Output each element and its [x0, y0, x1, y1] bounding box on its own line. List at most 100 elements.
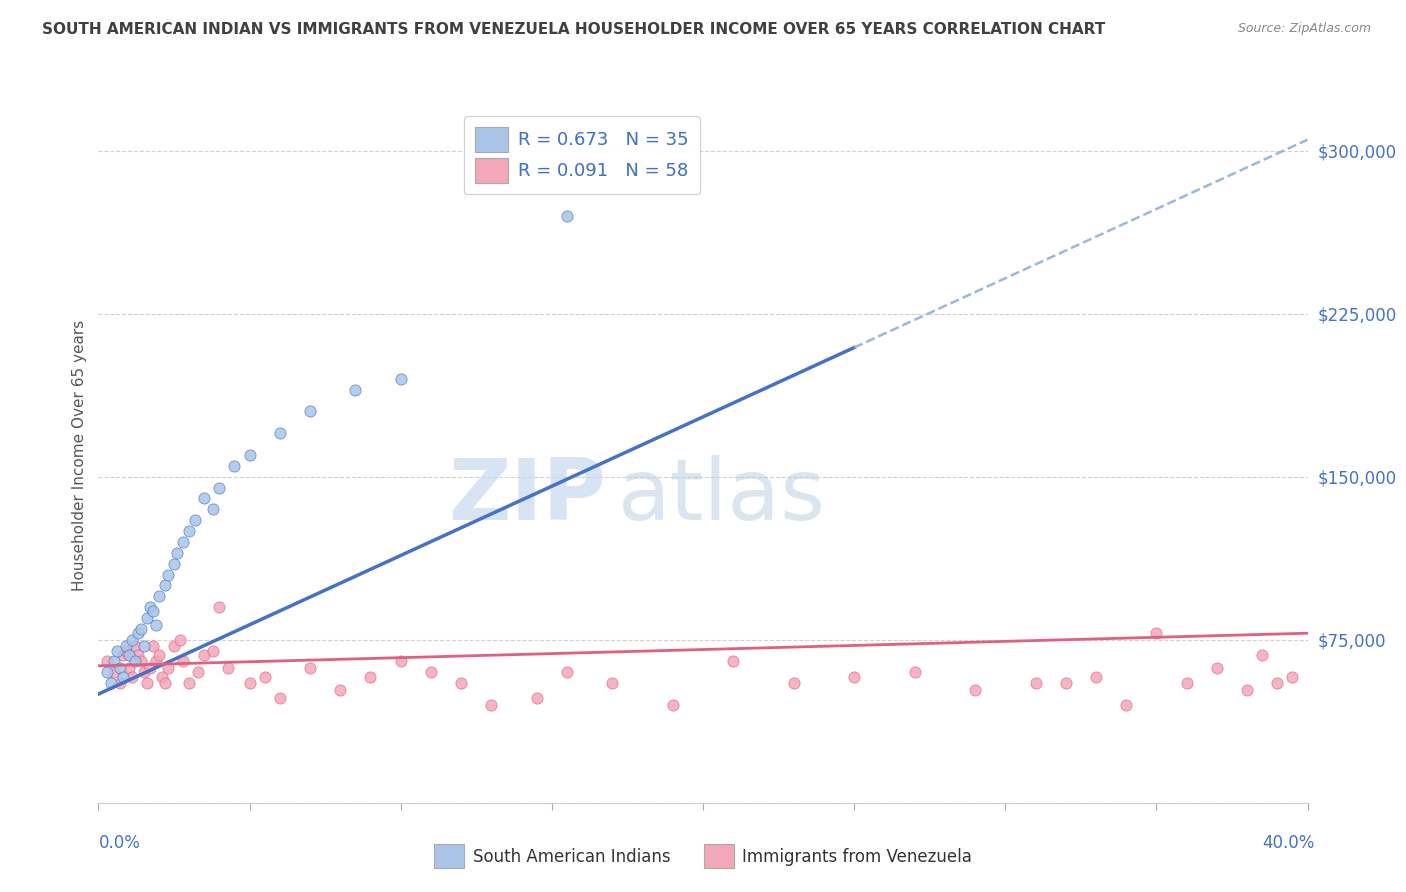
- Point: [177, 524, 201, 538]
- Point: [965, 682, 987, 697]
- Point: [1085, 670, 1108, 684]
- Point: [721, 655, 744, 669]
- Point: [127, 648, 149, 662]
- Point: [555, 665, 578, 680]
- Point: [139, 661, 162, 675]
- Point: [224, 458, 246, 473]
- Point: [121, 632, 143, 647]
- Point: [114, 643, 136, 657]
- Point: [108, 661, 131, 675]
- Point: [1054, 676, 1077, 690]
- Point: [103, 655, 125, 669]
- Point: [156, 661, 179, 675]
- Point: [555, 209, 578, 223]
- Text: 0.0%: 0.0%: [98, 834, 141, 852]
- Point: [389, 655, 412, 669]
- Point: [450, 676, 472, 690]
- Point: [127, 626, 149, 640]
- Text: SOUTH AMERICAN INDIAN VS IMMIGRANTS FROM VENEZUELA HOUSEHOLDER INCOME OVER 65 YE: SOUTH AMERICAN INDIAN VS IMMIGRANTS FROM…: [42, 22, 1105, 37]
- Point: [1281, 670, 1303, 684]
- Point: [1175, 676, 1198, 690]
- Point: [526, 691, 548, 706]
- Point: [389, 372, 412, 386]
- Point: [217, 661, 239, 675]
- Text: atlas: atlas: [619, 455, 827, 538]
- Point: [1115, 698, 1137, 712]
- Point: [177, 676, 201, 690]
- Point: [148, 648, 170, 662]
- Point: [360, 670, 382, 684]
- Point: [129, 655, 152, 669]
- Point: [142, 639, 165, 653]
- Point: [124, 639, 146, 653]
- Point: [202, 643, 225, 657]
- Point: [139, 600, 162, 615]
- Point: [239, 448, 262, 462]
- Point: [208, 600, 231, 615]
- Point: [103, 665, 125, 680]
- Point: [132, 639, 155, 653]
- Point: [166, 546, 188, 560]
- Point: [253, 670, 276, 684]
- Point: [1144, 626, 1167, 640]
- Point: [193, 491, 215, 506]
- Point: [329, 682, 352, 697]
- Point: [108, 676, 131, 690]
- Point: [1236, 682, 1258, 697]
- Point: [904, 665, 927, 680]
- Text: ZIP: ZIP: [449, 455, 606, 538]
- Point: [299, 404, 322, 418]
- Point: [135, 676, 157, 690]
- Point: [148, 589, 170, 603]
- Point: [202, 502, 225, 516]
- Point: [150, 670, 173, 684]
- Point: [193, 648, 215, 662]
- Point: [187, 665, 209, 680]
- Point: [208, 481, 231, 495]
- Text: Source: ZipAtlas.com: Source: ZipAtlas.com: [1237, 22, 1371, 36]
- Point: [844, 670, 866, 684]
- Point: [782, 676, 804, 690]
- Point: [169, 632, 191, 647]
- Point: [111, 648, 134, 662]
- Point: [419, 665, 441, 680]
- Point: [96, 665, 118, 680]
- Point: [121, 670, 143, 684]
- Point: [153, 676, 176, 690]
- Point: [118, 661, 141, 675]
- Point: [172, 655, 194, 669]
- Point: [344, 383, 367, 397]
- Point: [124, 655, 146, 669]
- Point: [96, 655, 118, 669]
- Point: [111, 670, 134, 684]
- Point: [269, 426, 291, 441]
- Point: [239, 676, 262, 690]
- Point: [114, 639, 136, 653]
- Point: [142, 605, 165, 619]
- Point: [184, 513, 207, 527]
- Text: 40.0%: 40.0%: [1263, 834, 1315, 852]
- Point: [1251, 648, 1274, 662]
- Y-axis label: Householder Income Over 65 years: Householder Income Over 65 years: [72, 319, 87, 591]
- Point: [129, 622, 152, 636]
- Point: [1265, 676, 1288, 690]
- Point: [661, 698, 683, 712]
- Point: [145, 617, 167, 632]
- Legend: R = 0.673   N = 35, R = 0.091   N = 58: R = 0.673 N = 35, R = 0.091 N = 58: [464, 116, 700, 194]
- Point: [1024, 676, 1046, 690]
- Point: [135, 611, 157, 625]
- Point: [602, 676, 624, 690]
- Point: [163, 639, 186, 653]
- Point: [481, 698, 503, 712]
- Legend: South American Indians, Immigrants from Venezuela: South American Indians, Immigrants from …: [427, 838, 979, 875]
- Point: [269, 691, 291, 706]
- Point: [132, 665, 155, 680]
- Point: [156, 567, 179, 582]
- Point: [145, 655, 167, 669]
- Point: [118, 648, 141, 662]
- Point: [100, 676, 122, 690]
- Point: [1206, 661, 1229, 675]
- Point: [299, 661, 322, 675]
- Point: [105, 643, 128, 657]
- Point: [172, 535, 194, 549]
